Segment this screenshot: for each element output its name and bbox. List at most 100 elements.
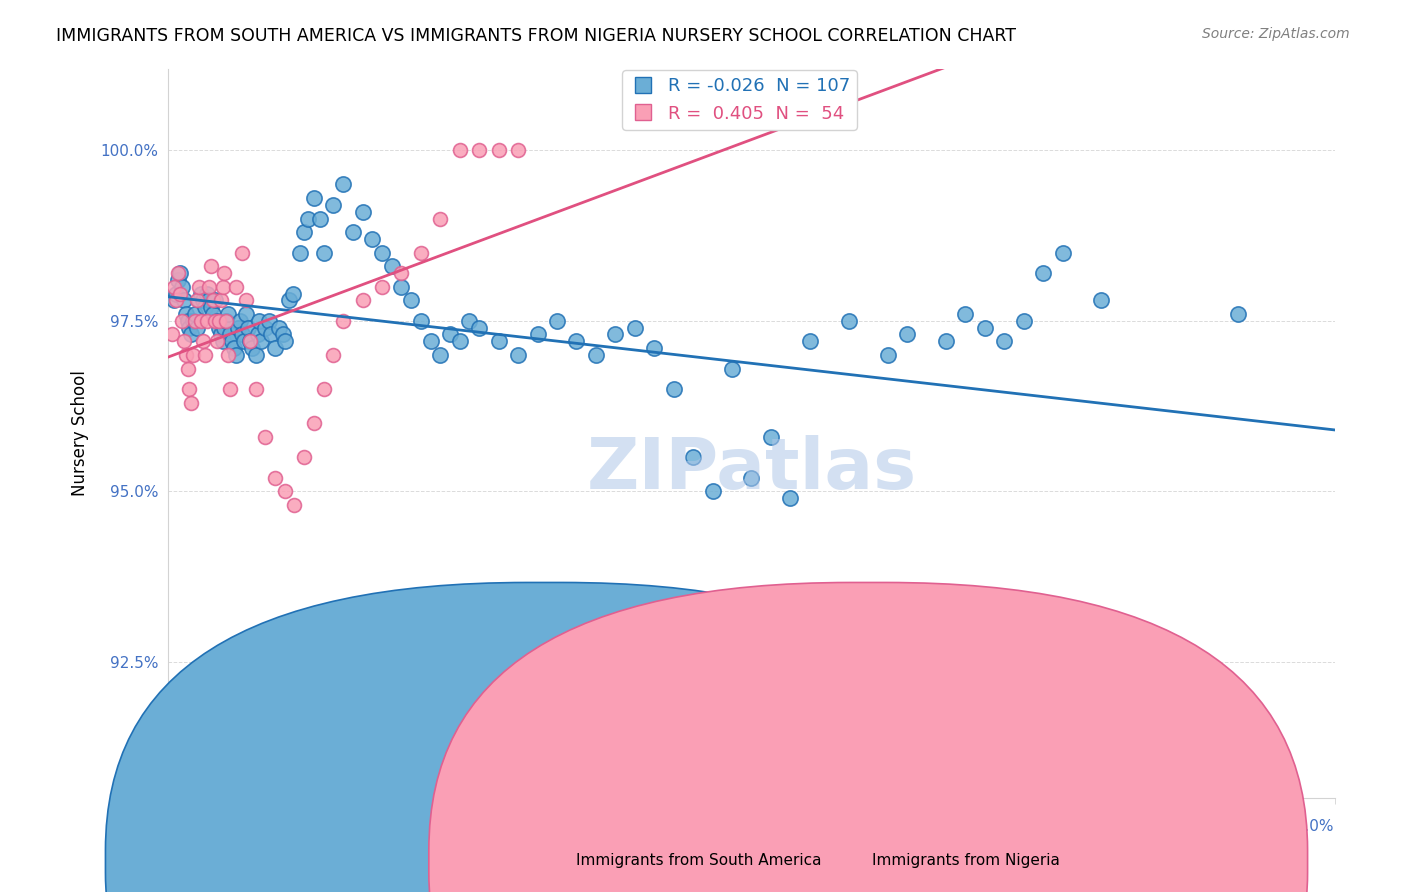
Point	[235, 293, 257, 308]
Point	[488, 334, 510, 349]
Point	[239, 334, 262, 349]
Point	[191, 334, 214, 349]
Point	[180, 327, 202, 342]
Point	[163, 293, 186, 308]
Point	[239, 334, 262, 349]
Point	[160, 327, 183, 342]
Point	[198, 293, 221, 308]
Point	[290, 245, 312, 260]
Point	[779, 491, 801, 505]
Point	[180, 395, 202, 409]
Point	[194, 348, 217, 362]
Point	[245, 382, 267, 396]
Point	[166, 273, 188, 287]
Text: 0.0%: 0.0%	[169, 819, 207, 834]
Text: Source: ZipAtlas.com: Source: ZipAtlas.com	[1202, 27, 1350, 41]
Point	[195, 314, 218, 328]
Point	[254, 320, 277, 334]
Point	[200, 300, 222, 314]
Text: ZIPatlas: ZIPatlas	[586, 435, 917, 504]
Point	[973, 320, 995, 334]
Point	[198, 279, 221, 293]
Point	[179, 382, 201, 396]
Point	[224, 341, 246, 355]
Point	[194, 300, 217, 314]
Point	[312, 382, 335, 396]
Point	[205, 314, 228, 328]
Point	[186, 293, 208, 308]
Point	[1129, 702, 1152, 716]
Point	[166, 266, 188, 280]
Text: Immigrants from Nigeria: Immigrants from Nigeria	[872, 854, 1060, 868]
Point	[200, 260, 222, 274]
Point	[439, 327, 461, 342]
Point	[274, 484, 297, 499]
Point	[231, 245, 253, 260]
Point	[429, 211, 451, 226]
Point	[371, 245, 394, 260]
Point	[399, 293, 422, 308]
Point	[219, 382, 242, 396]
Point	[352, 293, 374, 308]
Point	[274, 334, 297, 349]
Point	[281, 286, 304, 301]
Point	[702, 484, 724, 499]
Point	[488, 144, 510, 158]
Point	[169, 266, 191, 280]
Point	[170, 314, 193, 328]
Point	[264, 470, 287, 484]
Text: IMMIGRANTS FROM SOUTH AMERICA VS IMMIGRANTS FROM NIGERIA NURSERY SCHOOL CORRELAT: IMMIGRANTS FROM SOUTH AMERICA VS IMMIGRA…	[56, 27, 1017, 45]
Legend: R = -0.026  N = 107, R =  0.405  N =  54: R = -0.026 N = 107, R = 0.405 N = 54	[623, 70, 858, 129]
Point	[176, 314, 198, 328]
Point	[232, 334, 254, 349]
Point	[1032, 266, 1054, 280]
Point	[209, 327, 232, 342]
Point	[283, 498, 305, 512]
Point	[236, 320, 259, 334]
Point	[267, 320, 290, 334]
Point	[250, 334, 273, 349]
Point	[190, 286, 212, 301]
Point	[174, 307, 197, 321]
Point	[419, 334, 441, 349]
Point	[211, 334, 233, 349]
Point	[838, 314, 860, 328]
Point	[458, 314, 481, 328]
Point	[449, 144, 471, 158]
Point	[215, 314, 238, 328]
Point	[292, 225, 315, 239]
Point	[526, 327, 548, 342]
Point	[173, 334, 195, 349]
Point	[211, 279, 233, 293]
Point	[254, 430, 277, 444]
Point	[721, 361, 744, 376]
Point	[165, 293, 187, 308]
Point	[257, 314, 280, 328]
Point	[955, 307, 977, 321]
Point	[195, 286, 218, 301]
Point	[173, 293, 195, 308]
Point	[221, 334, 243, 349]
Point	[352, 204, 374, 219]
Point	[217, 307, 239, 321]
Point	[662, 382, 685, 396]
Point	[235, 307, 257, 321]
Point	[759, 430, 782, 444]
Point	[163, 279, 186, 293]
Point	[429, 348, 451, 362]
Point	[1226, 307, 1249, 321]
Point	[225, 279, 247, 293]
Point	[209, 293, 232, 308]
Point	[201, 307, 224, 321]
Point	[449, 334, 471, 349]
Point	[207, 314, 229, 328]
Point	[225, 348, 247, 362]
Point	[468, 144, 491, 158]
Point	[205, 334, 228, 349]
Point	[188, 279, 211, 293]
Point	[643, 341, 665, 355]
Point	[371, 279, 394, 293]
Point	[682, 450, 704, 465]
Y-axis label: Nursery School: Nursery School	[72, 370, 89, 496]
Point	[565, 334, 588, 349]
